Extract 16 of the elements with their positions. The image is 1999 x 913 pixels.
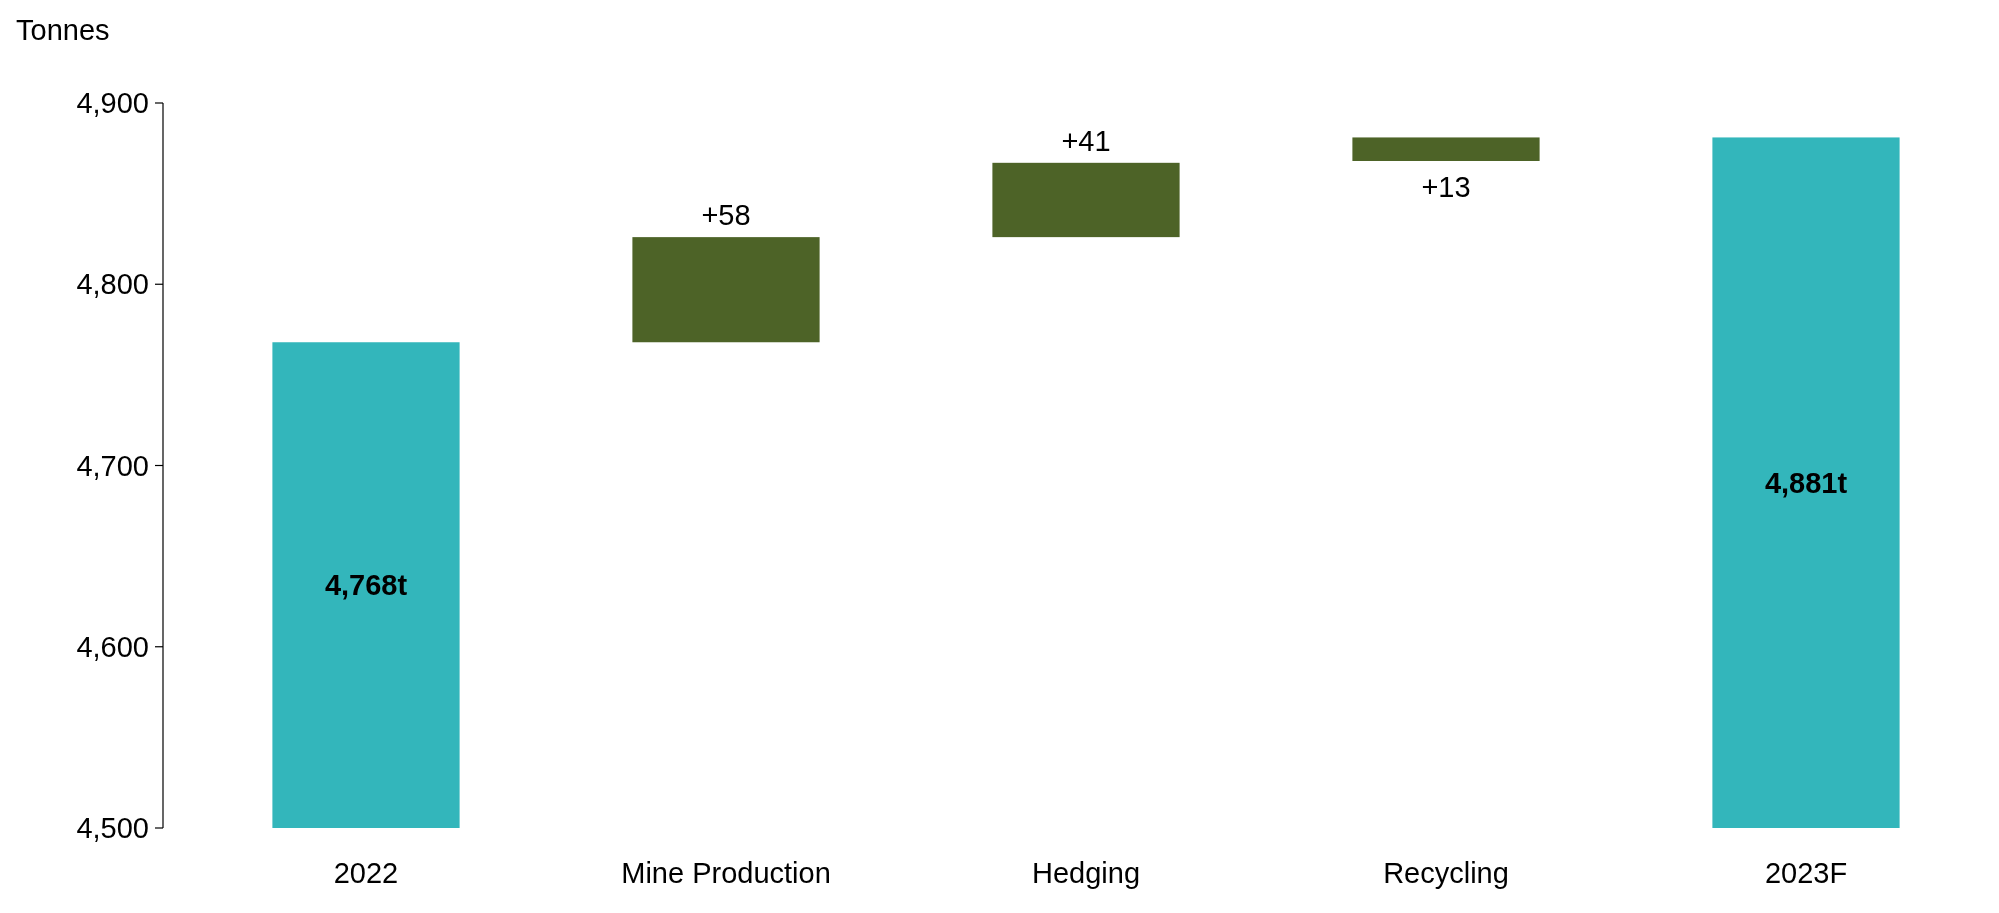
x-tick-label: Recycling — [1383, 857, 1509, 889]
x-tick-label: 2022 — [333, 857, 399, 889]
y-tick-label: 4,600 — [76, 630, 149, 663]
y-tick-label: 4,800 — [76, 268, 149, 301]
y-tick-label: 4,900 — [76, 87, 149, 119]
data-label: +58 — [701, 199, 751, 232]
y-axis-title: Tonnes — [16, 14, 110, 46]
x-tick-label: 2023F — [1764, 857, 1848, 889]
x-tick-label: Hedging — [1031, 857, 1141, 889]
data-label: +41 — [1061, 124, 1111, 157]
y-tick-label: 4,700 — [76, 449, 149, 482]
data-label: 4,768t — [324, 569, 408, 602]
data-label: +13 — [1421, 171, 1471, 203]
y-tick-label: 4,500 — [76, 812, 149, 844]
x-tick-label: Mine Production — [621, 857, 831, 889]
data-label: 4,881t — [1764, 466, 1848, 499]
